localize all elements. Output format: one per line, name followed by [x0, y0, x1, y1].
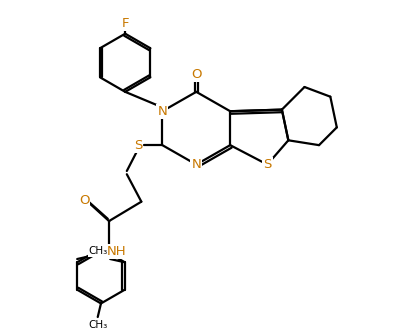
Text: N: N	[192, 158, 201, 171]
Text: O: O	[191, 68, 201, 81]
Text: O: O	[79, 194, 89, 207]
Text: NH: NH	[107, 245, 126, 258]
Text: S: S	[134, 139, 142, 152]
Text: CH₃: CH₃	[88, 320, 107, 330]
Text: S: S	[263, 158, 272, 171]
Text: F: F	[121, 17, 129, 30]
Text: CH₃: CH₃	[88, 246, 108, 256]
Text: N: N	[158, 105, 167, 118]
